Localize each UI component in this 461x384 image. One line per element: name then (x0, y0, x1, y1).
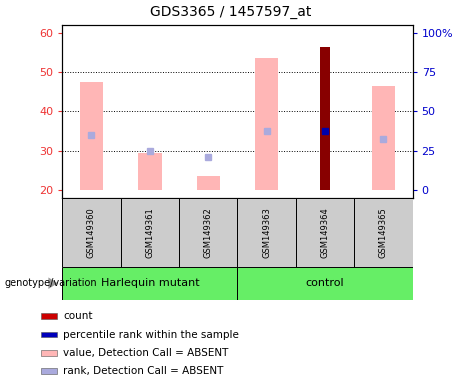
Text: GSM149361: GSM149361 (145, 207, 154, 258)
Text: percentile rank within the sample: percentile rank within the sample (63, 329, 239, 339)
Bar (237, 267, 413, 300)
Bar (62, 267, 237, 300)
Bar (41, 332, 57, 338)
Text: GSM149364: GSM149364 (320, 207, 330, 258)
Bar (354, 198, 413, 267)
Bar (372, 86, 395, 190)
Bar (255, 58, 278, 190)
Bar (237, 198, 296, 267)
Bar (121, 198, 179, 267)
Text: count: count (63, 311, 93, 321)
Text: genotype/variation: genotype/variation (5, 278, 97, 288)
Bar (196, 176, 220, 190)
Bar (138, 152, 161, 190)
Bar (41, 368, 57, 374)
Text: GDS3365 / 1457597_at: GDS3365 / 1457597_at (150, 5, 311, 19)
Bar (41, 313, 57, 319)
Text: GSM149365: GSM149365 (379, 207, 388, 258)
Text: GSM149360: GSM149360 (87, 207, 96, 258)
Text: GSM149363: GSM149363 (262, 207, 271, 258)
Text: Harlequin mutant: Harlequin mutant (100, 278, 199, 288)
Text: value, Detection Call = ABSENT: value, Detection Call = ABSENT (63, 348, 229, 358)
Bar (41, 350, 57, 356)
Text: control: control (306, 278, 344, 288)
Bar (179, 198, 237, 267)
Bar (320, 46, 330, 190)
Text: GSM149362: GSM149362 (204, 207, 213, 258)
Bar (80, 82, 103, 190)
Bar (62, 198, 121, 267)
Text: rank, Detection Call = ABSENT: rank, Detection Call = ABSENT (63, 366, 224, 376)
Bar (296, 198, 354, 267)
